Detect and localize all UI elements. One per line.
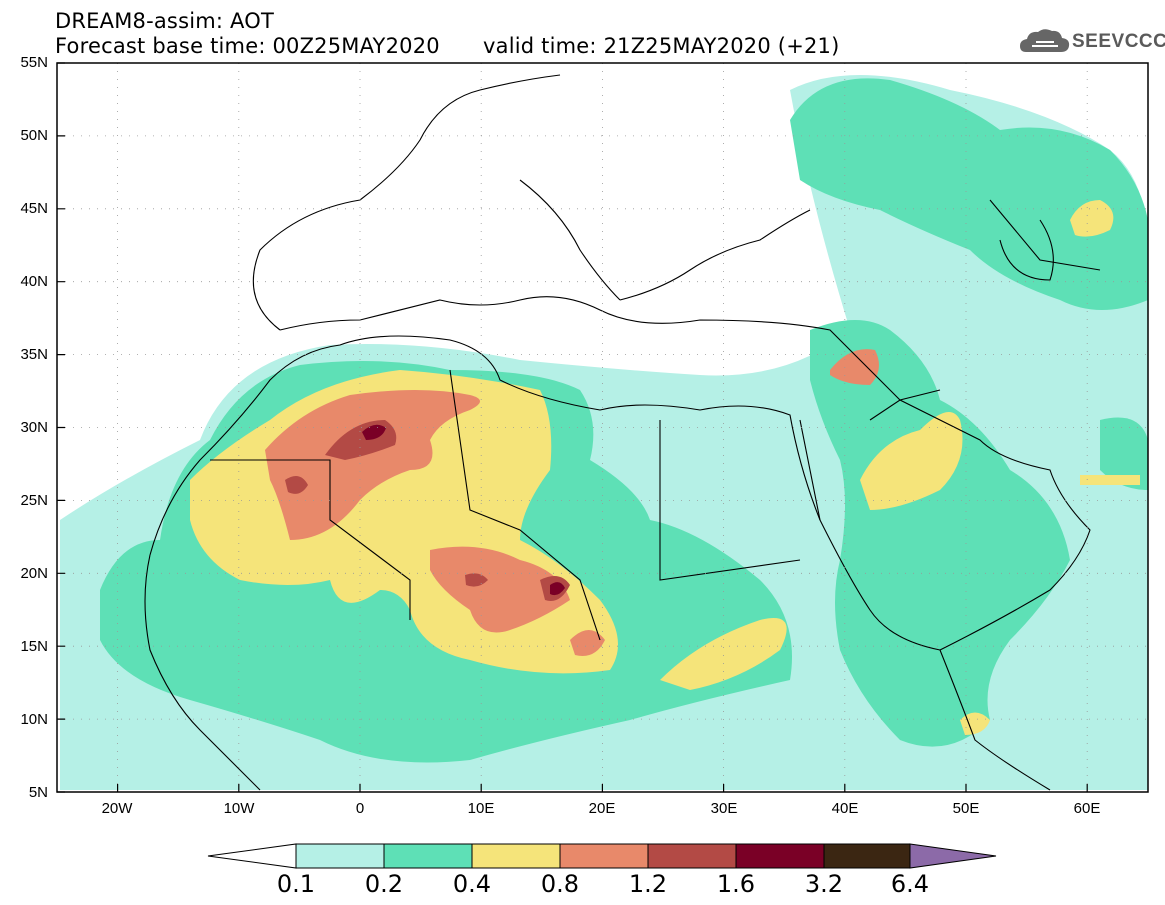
lat-label: 15N [20,638,48,655]
colorbar [207,843,997,869]
colorbar-label: 1.6 [716,870,756,898]
lon-label: 30E [710,800,738,817]
lat-label: 45N [20,200,48,217]
axis-ticks [57,62,1088,793]
lat-label: 5N [28,784,48,801]
aot-fill-layer [60,75,1148,790]
cloud-logo-icon [1020,29,1070,52]
lat-label: 40N [20,273,48,290]
colorbar-bin-0.4 [471,843,561,869]
colorbar-bin-0.8 [559,843,649,869]
lat-label: 30N [20,419,48,436]
forecast-base-time: Forecast base time: 00Z25MAY2020 [55,34,440,58]
lon-label: 20E [588,800,616,817]
lon-label: 0 [355,800,365,817]
lat-label: 35N [20,346,48,363]
colorbar-label: 0.2 [364,870,404,898]
colorbar-bin-0.2 [383,843,473,869]
lon-label: 10W [223,800,255,817]
lon-label: 10E [467,800,495,817]
aot-1.6-layer [362,424,565,596]
lat-label: 20N [20,565,48,582]
colorbar-label: 3.2 [804,870,844,898]
valid-time: valid time: 21Z25MAY2020 (+21) [483,34,840,58]
colorbar-bin-0.1 [295,843,385,869]
lat-label: 50N [20,127,48,144]
logo-text: SEEVCCC [1072,31,1165,52]
colorbar-high-arrow [909,843,997,869]
lon-label: 40E [831,800,859,817]
colorbar-bin-1.2 [647,843,737,869]
colorbar-label: 1.2 [628,870,668,898]
lat-label: 25N [20,492,48,509]
lat-label: 55N [20,54,48,71]
lon-label: 20W [101,800,133,817]
colorbar-label: 0.1 [276,870,316,898]
lat-label: 10N [20,711,48,728]
colorbar-label: 0.4 [452,870,492,898]
colorbar-bin-3.2 [823,843,911,869]
coastline-layer [144,74,1101,791]
map-title: DREAM8-assim: AOT [55,9,274,33]
lon-label: 50E [952,800,980,817]
lon-label: 60E [1073,800,1101,817]
aot-0.8-layer [265,349,879,656]
colorbar-low-arrow [207,843,297,869]
colorbar-bin-1.6 [735,843,825,869]
colorbar-label: 6.4 [890,870,930,898]
colorbar-label: 0.8 [540,870,580,898]
